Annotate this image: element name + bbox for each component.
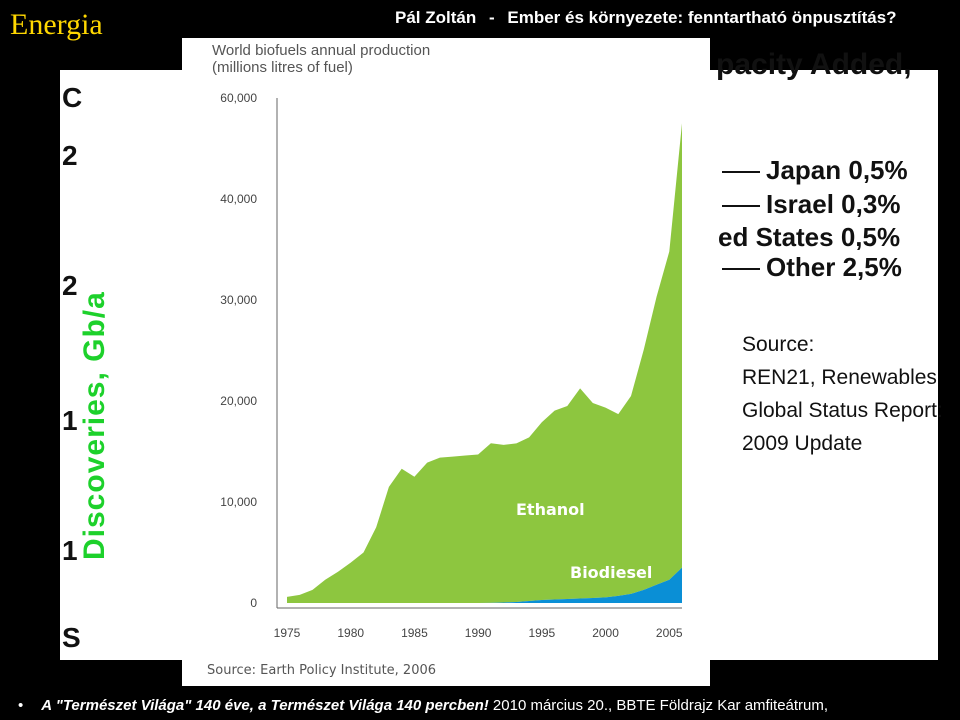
- ethanol-area: [287, 123, 682, 604]
- header-separator: -: [488, 8, 495, 27]
- discoveries-axis-label: Discoveries, Gb/a: [78, 291, 111, 560]
- author-name: Pál Zoltán: [395, 8, 477, 27]
- country-share: Japan 0,5%: [722, 155, 908, 186]
- tick-layer: 0 10,000 20,000 30,000 40,000 60,000 1975 1980 1…: [220, 91, 683, 640]
- y-tick-label: 20,000: [220, 394, 257, 408]
- source-line: Source:: [742, 333, 815, 356]
- x-tick-label: 2005: [656, 626, 683, 640]
- background-glyph: 2: [62, 270, 78, 301]
- source-line: Global Status Report:: [742, 399, 943, 422]
- slide-header: Pál Zoltán - Ember és környezete: fennta…: [395, 8, 897, 28]
- biodiesel-area: [287, 567, 682, 603]
- chart-title: World biofuels annual production: [212, 42, 430, 59]
- y-tick-label: 10,000: [220, 495, 257, 509]
- background-glyph: 1: [62, 535, 78, 566]
- x-tick-label: 1985: [401, 626, 428, 640]
- x-tick-label: 1995: [528, 626, 555, 640]
- series-label-ethanol: Ethanol: [516, 500, 585, 519]
- brand-title: Energia: [10, 8, 103, 41]
- leader-line: [722, 268, 760, 271]
- x-tick-label: 1990: [465, 626, 492, 640]
- y-tick-label: 30,000: [220, 293, 257, 307]
- footer-bullet: • A "Természet Világa" 140 éve, a Termész…: [18, 697, 828, 714]
- country-share: ed States 0,5%: [718, 222, 900, 253]
- chart-subtitle: (millions litres of fuel): [212, 59, 353, 76]
- biofuels-chart: World biofuels annual production (millio…: [182, 38, 710, 686]
- country-label: Japan 0,5%: [766, 155, 908, 185]
- slide-subtitle: Ember és környezete: fenntartható önpusz…: [507, 8, 897, 27]
- chart-canvas: World biofuels annual production (millio…: [207, 42, 683, 678]
- footer-italic-text: A "Természet Világa" 140 éve, a Természe…: [41, 697, 489, 714]
- source-line: 2009 Update: [742, 432, 863, 455]
- x-tick-label: 1980: [337, 626, 364, 640]
- background-glyph: 1: [62, 405, 78, 436]
- footer-rest-text: 2010 március 20., BBTE Földrajz Kar amfi…: [488, 697, 829, 714]
- x-tick-label: 2000: [592, 626, 619, 640]
- country-label: ed States 0,5%: [718, 222, 901, 252]
- country-share: Other 2,5%: [722, 252, 902, 283]
- leader-line: [722, 171, 760, 174]
- country-label: Other 2,5%: [766, 252, 902, 282]
- background-glyph: 2: [62, 140, 78, 171]
- country-share: Israel 0,3%: [722, 189, 900, 220]
- area-layer: [287, 123, 682, 604]
- y-tick-label: 40,000: [220, 192, 257, 206]
- x-tick-label: 1975: [274, 626, 301, 640]
- background-title-fragment: pacity Added,: [716, 48, 912, 81]
- bullet-icon: •: [18, 697, 24, 714]
- country-label: Israel 0,3%: [766, 189, 901, 219]
- chart-source: Source: Earth Policy Institute, 2006: [207, 663, 436, 678]
- y-tick-label: 0: [250, 596, 257, 610]
- background-glyph: C: [62, 82, 83, 113]
- y-tick-label: 60,000: [220, 91, 257, 105]
- leader-line: [722, 205, 760, 208]
- series-label-biodiesel: Biodiesel: [570, 563, 652, 582]
- source-line: REN21, Renewables: [742, 366, 937, 389]
- background-glyph: S: [62, 622, 81, 653]
- background-source: Source: REN21, Renewables Global Status …: [742, 328, 943, 460]
